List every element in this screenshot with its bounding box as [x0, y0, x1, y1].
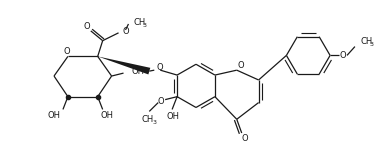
Text: CH: CH [141, 115, 153, 124]
Text: O: O [238, 61, 244, 70]
Text: 3: 3 [370, 42, 374, 47]
Text: OH: OH [100, 111, 113, 120]
Text: OH: OH [167, 112, 180, 121]
Text: OH: OH [131, 67, 145, 76]
Text: CH: CH [133, 19, 146, 27]
Text: CH: CH [361, 37, 373, 46]
Text: O: O [83, 22, 90, 31]
Text: O: O [241, 134, 248, 143]
Text: O: O [157, 63, 163, 72]
Text: O: O [158, 97, 165, 106]
Text: O: O [123, 27, 129, 36]
Text: O: O [64, 47, 70, 56]
Text: 3: 3 [142, 23, 146, 28]
Text: OH: OH [47, 111, 60, 120]
Text: 3: 3 [152, 120, 156, 125]
Text: O: O [340, 51, 346, 60]
Polygon shape [98, 56, 150, 74]
